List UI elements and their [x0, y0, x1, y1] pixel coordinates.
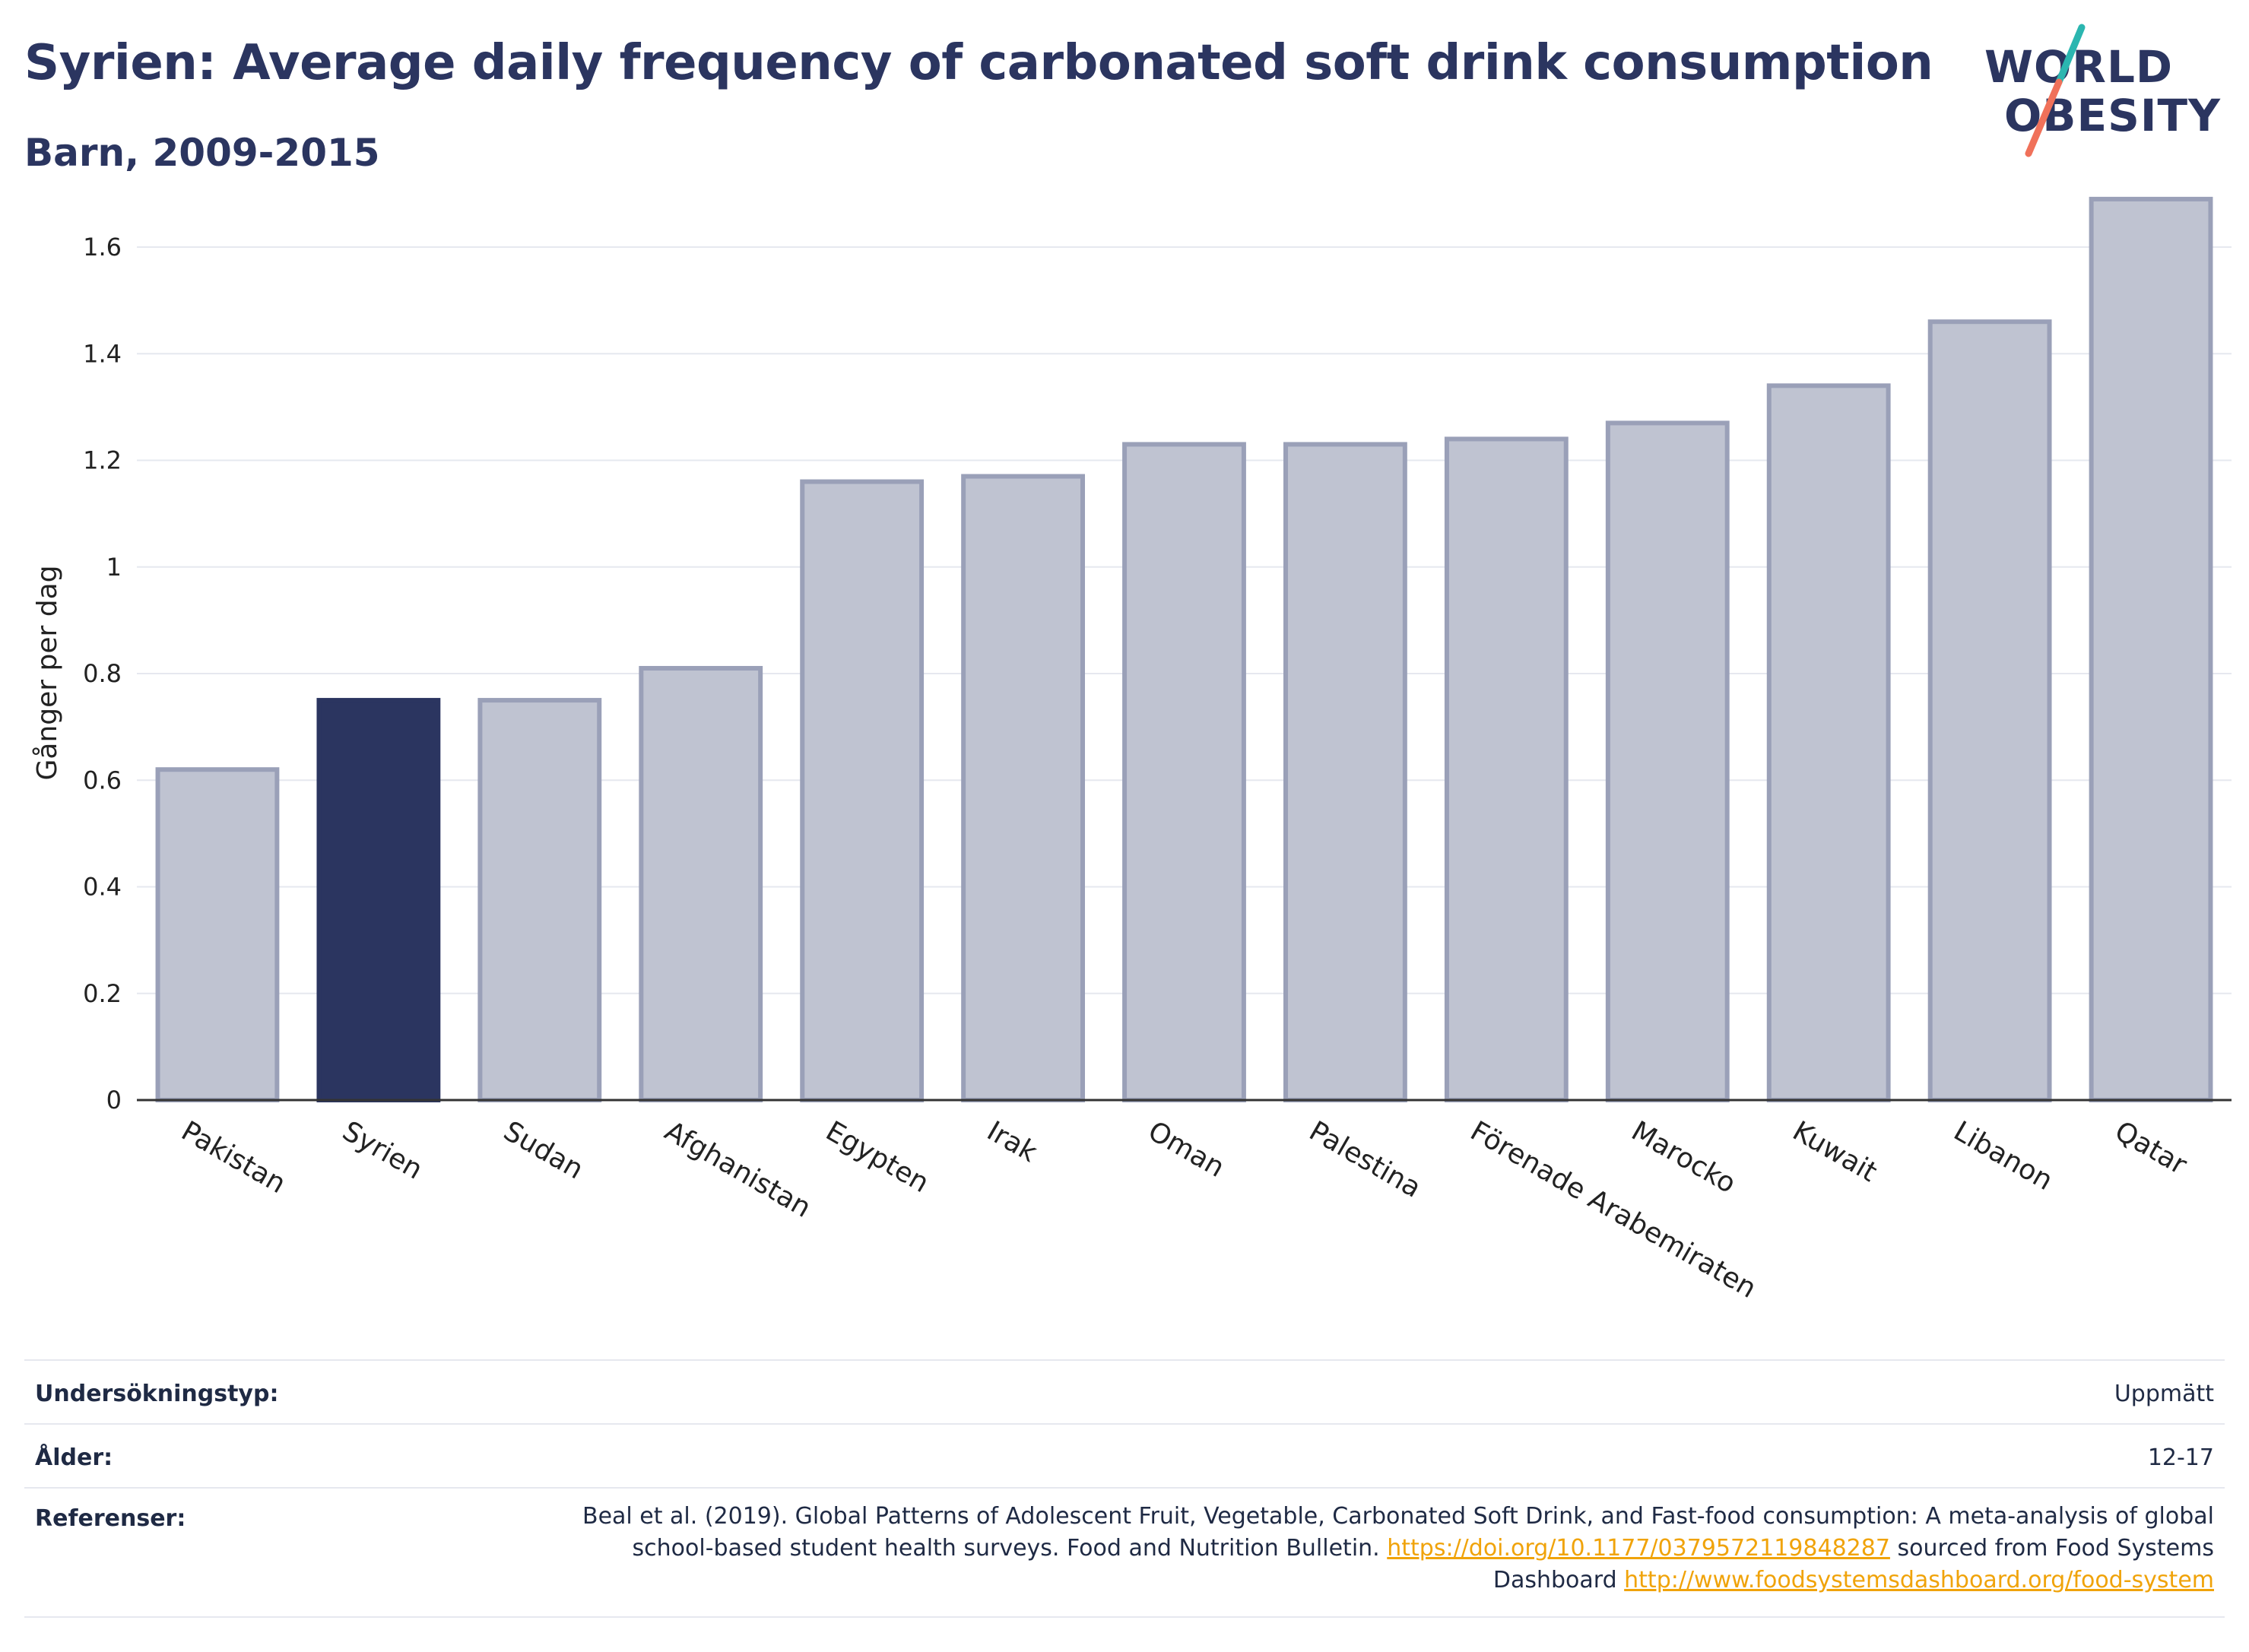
bar-marocko [1605, 420, 1730, 1102]
x-tick-label: Palestina [1304, 1115, 1426, 1204]
x-tick-label: Sudan [498, 1115, 588, 1185]
age-value: 12-17 [2147, 1444, 2214, 1471]
y-tick-label: 0.6 [83, 766, 122, 794]
references-text: Beal et al. (2019). Global Patterns of A… [541, 1501, 2214, 1597]
bar-sudan [477, 698, 602, 1102]
meta-row-references: Referenser: Beal et al. (2019). Global P… [24, 1487, 2225, 1618]
bar-qatar [2089, 196, 2213, 1103]
bar-syrien [316, 698, 441, 1102]
y-axis-title: Gånger per dag [32, 565, 63, 780]
x-tick-label: Libanon [1949, 1115, 2058, 1197]
y-tick-label: 1 [106, 553, 122, 582]
bar-egypten [800, 479, 925, 1102]
reference-citation: Beal et al. (2019). Global Patterns of A… [582, 1503, 2214, 1562]
reference-source: sourced from Food Systems Dashboard [1492, 1535, 2214, 1593]
age-label: Ålder: [35, 1444, 113, 1471]
bar-chart: 0 0.2 0.4 0.6 0.8 1 1.2 1.4 1.6 Gånger per dag Pak… [32, 196, 2232, 1305]
bar-afghanistan [639, 665, 763, 1102]
x-tick-label: Irak [982, 1115, 1042, 1168]
survey-type-value: Uppmätt [2114, 1381, 2214, 1407]
y-tick-label: 1.4 [83, 339, 122, 368]
y-tick-label: 1.6 [83, 233, 122, 262]
x-tick-label: Qatar [2110, 1115, 2192, 1181]
references-label: Referenser: [35, 1505, 186, 1532]
bar-libanon [1927, 319, 2052, 1102]
bar-förenade-arabemiraten [1444, 436, 1569, 1102]
x-tick-label: Pakistan [176, 1115, 290, 1200]
bar-oman [1122, 442, 1246, 1102]
x-tick-label: Afghanistan [659, 1115, 816, 1224]
world-obesity-logo: WORLD OBESITY [1984, 24, 2235, 164]
x-tick-label: Kuwait [1787, 1115, 1883, 1188]
meta-row-age: Ålder: 12-17 [24, 1423, 2225, 1489]
chart-title: Syrien: Average daily frequency of carbo… [24, 35, 1933, 91]
survey-type-label: Undersökningstyp: [35, 1381, 279, 1407]
x-tick-label: Oman [1143, 1115, 1229, 1184]
y-tick-label: 0 [106, 1086, 122, 1115]
logo-slash-icon [2025, 24, 2086, 157]
y-tick-label: 0.2 [83, 979, 122, 1008]
x-tick-label: Egypten [820, 1115, 934, 1199]
bar-palestina [1283, 442, 1407, 1102]
logo-word-world: WORLD [1984, 41, 2174, 93]
x-tick-label: Förenade Arabemiraten [1465, 1115, 1762, 1305]
y-tick-label: 0.4 [83, 873, 122, 902]
food-systems-link[interactable]: http://www.foodsystemsdashboard.org/food… [1624, 1567, 2214, 1593]
meta-row-survey: Undersökningstyp: Uppmätt [24, 1359, 2225, 1425]
bar-kuwait [1766, 383, 1891, 1102]
y-tick-label: 0.8 [83, 659, 122, 688]
x-tick-label: Marocko [1626, 1115, 1741, 1200]
x-tick-label: Syrien [337, 1115, 427, 1185]
bar-irak [961, 474, 1085, 1102]
y-tick-label: 1.2 [83, 446, 122, 475]
chart-subtitle: Barn, 2009-2015 [24, 131, 380, 175]
bar-pakistan [155, 767, 280, 1102]
doi-link[interactable]: https://doi.org/10.1177/0379572119848287 [1387, 1535, 1890, 1562]
